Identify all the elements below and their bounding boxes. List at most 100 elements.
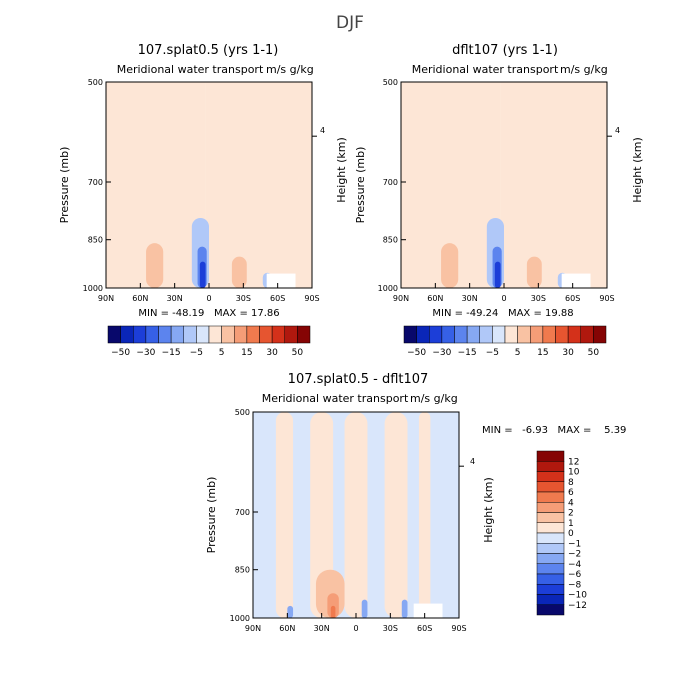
x-tick-label: 30S [236,294,251,303]
panel-1-height-tick: 4 [320,126,325,135]
y-tick-label: 700 [235,508,250,517]
colorbar-swatch [492,325,506,344]
colorbar-swatch [271,325,285,344]
contour-region [494,261,501,288]
panel-2-units: m/s g/kg [560,63,608,76]
colorbar-label: 50 [292,348,304,358]
panel-1-stats: MIN = -48.19 MAX = 17.86 [138,308,279,319]
x-tick-label: 0 [353,624,358,633]
colorbar-swatch [196,325,210,344]
colorbar-swatch [536,604,565,616]
colorbar-swatch [441,325,455,344]
colorbar-swatch [536,502,565,513]
colorbar-swatch [221,325,235,344]
contour-region [401,599,408,618]
colorbar-swatch [208,325,222,344]
x-tick-label: 90N [98,294,114,303]
colorbar-swatch [246,325,260,344]
colorbar-swatch [593,325,607,344]
contour-region [275,412,294,618]
colorbar-swatch [429,325,443,344]
colorbar-swatch [567,325,581,344]
colorbar-swatch [536,512,565,523]
colorbar-swatch [183,325,197,344]
x-tick-label: 30N [314,624,330,633]
colorbar-swatch [504,325,518,344]
x-tick-label: 60S [565,294,580,303]
colorbar-swatch [536,491,565,503]
x-tick-label: 90S [451,624,466,633]
colorbar-swatch [536,584,565,595]
panel-3-ylabel: Pressure (mb) [205,477,218,554]
x-tick-label: 0 [206,294,211,303]
colorbar-label: 50 [588,348,600,358]
panel-1-colorbar: −50 −30 −15 −5 5 15 30 50 [107,325,311,358]
contour-region [146,243,164,288]
panel-1-subtitle: Meridional water transport [117,63,264,76]
colorbar-label: 0 [568,529,574,539]
y-tick-label: 850 [88,236,103,245]
colorbar-label: 2 [568,509,574,519]
panel-1-ylabel: Pressure (mb) [58,147,71,224]
panel-3-title: 107.splat0.5 - dflt107 [288,372,429,387]
colorbar-swatch [517,325,531,344]
panel-1-title: 107.splat0.5 (yrs 1-1) [138,43,279,58]
colorbar-label: −6 [568,570,582,580]
panel-2-height-tick: 4 [615,126,620,135]
x-tick-label: 90N [245,624,261,633]
panel-3-units: m/s g/kg [410,392,458,405]
contour-region [441,243,459,288]
colorbar-swatch [234,325,248,344]
y-tick-label: 500 [235,408,250,417]
x-tick-label: 60N [279,624,295,633]
colorbar-swatch [536,471,565,482]
colorbar-swatch [479,325,493,344]
x-tick-label: 30N [462,294,478,303]
missing-data-mask [561,273,591,288]
x-tick-label: 90N [393,294,409,303]
x-tick-label: 60S [270,294,285,303]
colorbar-label: −15 [162,348,181,358]
colorbar-label: −50 [111,348,130,358]
contour-region [287,605,294,618]
panel-1-ylabel-right: Height (km) [335,137,348,203]
y-tick-label: 1000 [83,284,103,293]
panel-2: dflt107 (yrs 1-1) Meridional water trans… [354,43,644,358]
y-tick-label: 850 [383,236,398,245]
contour-region [237,272,244,288]
x-tick-label: 60N [132,294,148,303]
colorbar-swatch [145,325,159,344]
figure-title: DJF [336,13,364,33]
colorbar-label: −30 [432,348,451,358]
colorbar-label: 12 [568,457,579,467]
colorbar-label: −12 [568,601,587,611]
colorbar-label: −5 [486,348,499,358]
colorbar-label: −15 [458,348,477,358]
y-tick-label: 850 [235,566,250,575]
x-tick-label: 30S [383,624,398,633]
colorbar-label: −50 [407,348,426,358]
contour-region [330,605,336,618]
panel-3-subtitle: Meridional water transport [262,392,409,405]
colorbar-label: 5 [515,348,521,358]
colorbar-swatch [536,450,565,462]
contour-region [501,190,579,288]
contour-region [327,593,339,618]
colorbar-label: −2 [568,550,581,560]
missing-data-mask [266,273,296,288]
y-tick-label: 1000 [378,284,398,293]
colorbar-label: 15 [537,348,548,358]
panel-2-ylabel: Pressure (mb) [354,147,367,224]
colorbar-swatch [536,543,565,554]
panel-3-ylabel-right: Height (km) [482,477,495,543]
panel-2-subtitle: Meridional water transport [412,63,559,76]
panel-2-ylabel-right: Height (km) [631,137,644,203]
colorbar-swatch [170,325,184,344]
colorbar-swatch [107,325,121,344]
panel-2-title: dflt107 (yrs 1-1) [452,43,558,58]
colorbar-label: 5 [219,348,225,358]
contour-region [532,272,539,288]
x-tick-label: 90S [304,294,319,303]
